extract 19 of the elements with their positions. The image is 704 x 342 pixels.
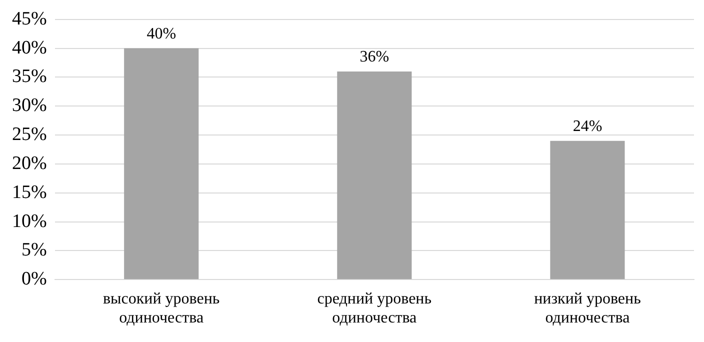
bar [124, 48, 199, 280]
y-tick-label: 15% [12, 182, 47, 203]
y-tick-label: 0% [22, 268, 47, 290]
data-label: 24% [572, 118, 602, 136]
data-label: 40% [146, 26, 176, 43]
x-tick-label: высокий уровень одиночества [102, 290, 220, 327]
y-tick-label: 30% [12, 95, 47, 116]
y-tick-label: 45% [12, 8, 47, 30]
y-tick-label: 20% [12, 152, 47, 174]
x-tick-label: средний уровень одиночества [317, 290, 432, 327]
y-tick-label: 35% [12, 66, 47, 88]
x-tick-label: низкий уровень одиночества [534, 290, 641, 327]
y-tick-label: 25% [12, 124, 47, 146]
y-tick-label: 40% [12, 37, 47, 58]
bar [550, 140, 625, 280]
data-label: 36% [360, 48, 390, 66]
bar [337, 71, 412, 280]
y-tick-label: 5% [22, 240, 47, 261]
y-tick-label: 10% [12, 210, 47, 232]
